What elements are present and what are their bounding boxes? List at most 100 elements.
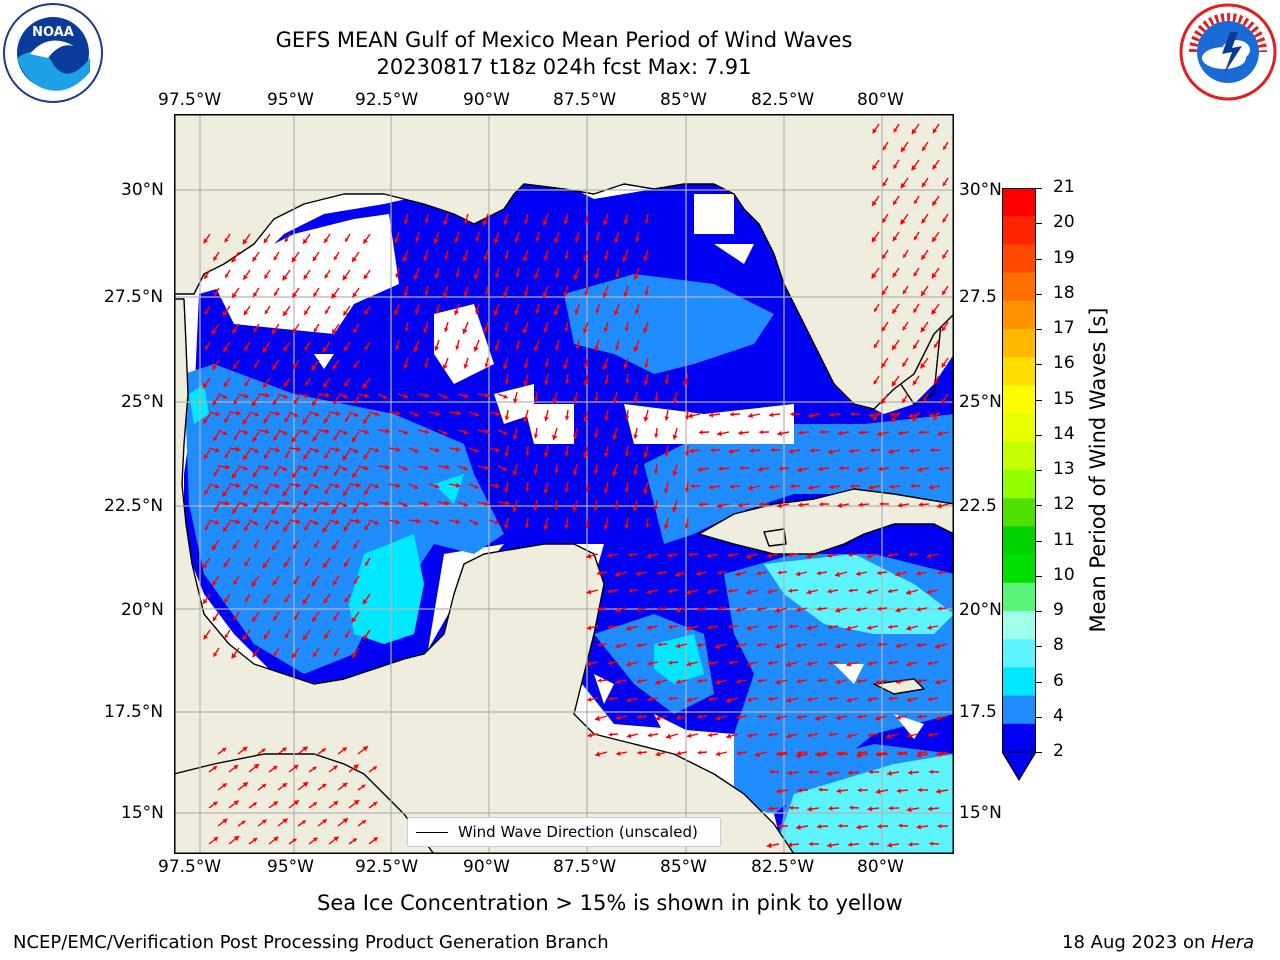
wind-arrow-head <box>796 714 801 720</box>
wind-arrow-head <box>213 652 218 657</box>
wind-arrow-head <box>271 508 277 515</box>
wind-arrow-head <box>284 598 289 603</box>
wind-arrow-head <box>888 696 893 701</box>
wind-arrow-head <box>642 488 649 495</box>
wind-arrow-head <box>364 310 369 315</box>
wind-arrow-head <box>403 466 408 471</box>
wind-arrow-head <box>533 434 539 439</box>
wind-arrow-head <box>797 750 802 756</box>
colorbar-tick-label: 4 <box>1053 705 1064 726</box>
wind-arrow-head <box>614 505 619 510</box>
chart-title: GEFS MEAN Gulf of Mexico Mean Period of … <box>275 28 853 52</box>
wind-arrow-head <box>746 589 752 595</box>
wind-arrow-head <box>636 606 641 612</box>
wind-arrow-head <box>343 430 348 435</box>
wind-arrow-head <box>295 518 301 525</box>
wind-arrow-head <box>574 309 580 315</box>
wind-arrow-head <box>342 274 348 281</box>
wind-arrow-head <box>767 660 772 666</box>
wind-arrow-head <box>927 589 932 595</box>
wind-arrow-head <box>587 696 592 702</box>
wind-arrow-head <box>364 465 369 471</box>
wind-arrow-head <box>303 238 308 244</box>
wind-arrow-head <box>790 484 794 489</box>
wind-arrow-head <box>587 732 592 738</box>
wind-arrow-head <box>675 571 681 577</box>
wind-arrow-head <box>311 580 317 587</box>
wind-arrow-head <box>544 380 550 385</box>
wind-arrow-head <box>473 346 479 352</box>
wind-arrow-head <box>283 562 289 568</box>
colorbar-tick-label: 11 <box>1053 529 1075 550</box>
wind-arrow-head <box>828 660 833 666</box>
svg-text:NOAA: NOAA <box>32 25 74 40</box>
wind-arrow-head <box>275 411 281 417</box>
wind-arrow-head <box>272 400 278 406</box>
wind-arrow-head <box>910 483 915 489</box>
wind-arrow-head <box>927 806 933 812</box>
wind-arrow-head <box>243 490 249 496</box>
wind-arrow-head <box>232 508 237 514</box>
colorbar-extend-arrow <box>1001 751 1037 781</box>
wind-arrow-head <box>363 418 368 424</box>
wind-arrow-head <box>313 508 318 513</box>
wind-arrow-head <box>463 429 469 435</box>
wind-arrow-head <box>874 343 878 349</box>
colorbar-tick-mark <box>1036 258 1042 260</box>
wind-arrow-head <box>261 748 266 753</box>
wind-arrow-head <box>312 766 317 771</box>
wind-arrow-head <box>892 344 897 350</box>
lat-label-right: 27.5 <box>959 287 997 307</box>
wind-arrow-head <box>294 399 298 405</box>
footer-credit: NCEP/EMC/Verification Post Processing Pr… <box>13 932 609 953</box>
wind-arrow-head <box>839 466 843 471</box>
wind-arrow-head <box>373 837 378 842</box>
wind-arrow-head <box>911 164 917 171</box>
wind-arrow-head <box>895 607 901 613</box>
wind-arrow-head <box>788 448 794 454</box>
wind-arrow-head <box>254 484 259 489</box>
wind-arrow-head <box>932 164 938 170</box>
wind-arrow-head <box>654 397 659 402</box>
wind-arrow-head <box>593 470 599 475</box>
wind-arrow-head <box>728 588 733 594</box>
wind-arrow-head <box>205 525 209 531</box>
wind-arrow-head <box>941 398 946 404</box>
wind-arrow-head <box>708 412 714 418</box>
wind-arrow-head <box>312 616 317 622</box>
wind-arrow-head <box>874 307 878 312</box>
wind-arrow-head <box>332 765 338 770</box>
wind-arrow-head <box>583 380 589 386</box>
wind-arrow-head <box>302 746 308 752</box>
wind-arrow-head <box>717 430 722 437</box>
wind-arrow-head <box>312 436 318 442</box>
wind-arrow-head <box>493 238 499 244</box>
wind-arrow-head <box>931 308 937 315</box>
wind-arrow-head <box>243 454 248 460</box>
colorbar-segment <box>1002 695 1036 725</box>
wind-arrow-head <box>351 436 357 443</box>
wind-arrow-head <box>788 624 793 629</box>
wind-arrow-head <box>735 607 741 613</box>
wind-arrow-head <box>937 430 942 437</box>
wind-arrow-head <box>668 660 673 665</box>
wind-arrow-head <box>837 502 843 509</box>
wind-arrow-head <box>749 448 754 454</box>
wind-arrow-head <box>204 274 209 279</box>
wind-arrow-head <box>314 327 318 333</box>
wind-arrow-head <box>363 501 369 507</box>
wind-arrow-head <box>686 625 692 631</box>
colorbar-tick-mark <box>1036 716 1042 718</box>
wind-arrow-head <box>533 506 539 511</box>
wind-arrow-head <box>304 310 309 315</box>
wind-arrow-head <box>325 489 329 495</box>
wind-arrow-head <box>902 326 907 331</box>
wind-arrow-head <box>942 254 947 259</box>
wind-arrow-head <box>902 398 907 403</box>
wind-arrow-head <box>271 328 277 335</box>
wind-arrow-head <box>916 642 921 648</box>
wind-arrow-head <box>212 400 218 406</box>
wind-arrow-head <box>343 394 349 399</box>
wind-arrow-head <box>264 454 269 459</box>
wind-arrow-head <box>608 696 613 701</box>
